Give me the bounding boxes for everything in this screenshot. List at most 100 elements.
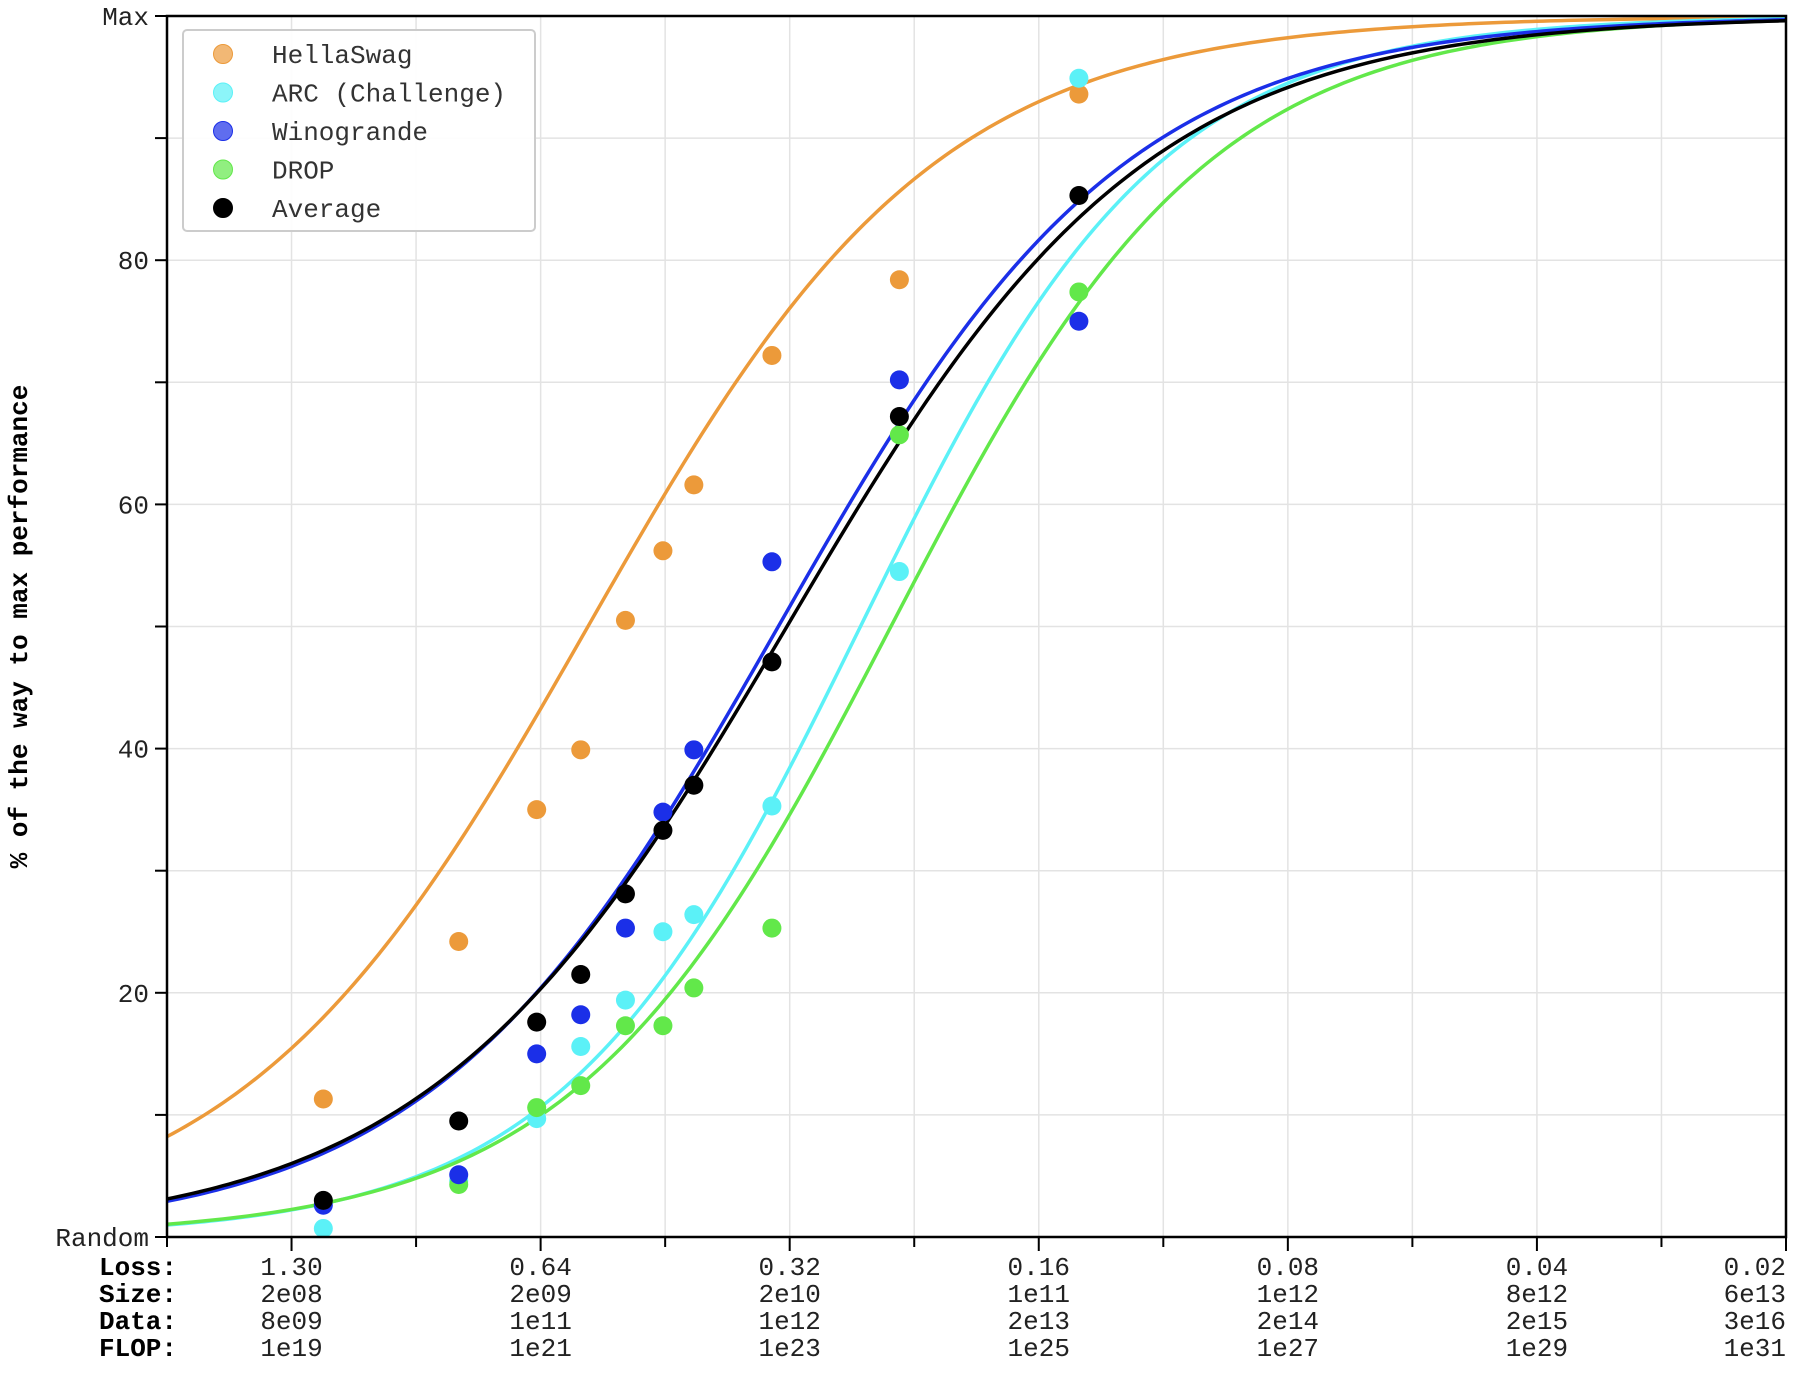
x-tick-label-loss: 1.30 bbox=[260, 1253, 322, 1283]
data-point-arc-challenge bbox=[762, 796, 782, 816]
data-point-winogrande bbox=[889, 370, 909, 390]
data-point-winogrande bbox=[571, 1005, 591, 1025]
x-tick-label-flop: 1e19 bbox=[260, 1334, 322, 1364]
data-point-hellaswag bbox=[313, 1089, 333, 1109]
data-point-drop bbox=[571, 1076, 591, 1096]
legend-marker bbox=[213, 121, 233, 141]
x-tick-label-flop: 1e21 bbox=[509, 1334, 571, 1364]
data-point-arc-challenge bbox=[889, 562, 909, 582]
y-tick-label: 20 bbox=[118, 980, 149, 1010]
fit-curve-arc-challenge bbox=[166, 16, 1787, 1227]
x-tick-label-data: 3e16 bbox=[1724, 1307, 1786, 1337]
data-point-hellaswag bbox=[762, 345, 782, 365]
data-point-hellaswag bbox=[653, 541, 673, 561]
x-tick-label-data: 8e09 bbox=[260, 1307, 322, 1337]
legend-label: ARC (Challenge) bbox=[272, 80, 506, 110]
y-tick-label: 80 bbox=[118, 247, 149, 277]
data-point-drop bbox=[615, 1016, 635, 1036]
x-tick-label-data: 2e13 bbox=[1008, 1307, 1070, 1337]
x-tick-label-flop: 1e29 bbox=[1506, 1334, 1568, 1364]
x-tick-label-loss: 0.64 bbox=[509, 1253, 571, 1283]
data-point-average bbox=[889, 406, 909, 426]
data-point-drop bbox=[1069, 282, 1089, 302]
x-tick-label-size: 6e13 bbox=[1724, 1280, 1786, 1310]
data-point-arc-challenge bbox=[313, 1218, 333, 1238]
x-tick-label-loss: 0.04 bbox=[1506, 1253, 1568, 1283]
data-point-hellaswag bbox=[571, 740, 591, 760]
data-point-drop bbox=[889, 425, 909, 445]
legend-label: DROP bbox=[272, 157, 334, 187]
data-point-average bbox=[653, 820, 673, 840]
axes: Random 20 40 60 80 Max Loss:Size:Data:FLOP: 1.3… bbox=[55, 3, 1787, 1364]
legend-marker bbox=[213, 82, 233, 103]
data-point-hellaswag bbox=[615, 610, 635, 630]
data-point-average bbox=[449, 1111, 469, 1131]
data-point-winogrande bbox=[527, 1044, 547, 1064]
x-tick-label-size: 2e09 bbox=[509, 1280, 571, 1310]
data-point-average bbox=[762, 652, 782, 672]
legend-marker bbox=[213, 198, 233, 218]
data-point-average bbox=[615, 884, 635, 904]
fit-curves bbox=[166, 15, 1787, 1227]
data-point-drop bbox=[762, 918, 782, 938]
data-point-average bbox=[313, 1190, 333, 1210]
data-point-drop bbox=[684, 978, 704, 998]
data-point-arc-challenge bbox=[571, 1037, 591, 1057]
data-point-arc-challenge bbox=[653, 922, 673, 942]
y-tick-label: 60 bbox=[118, 491, 149, 521]
x-tick-label-data: 1e12 bbox=[758, 1307, 820, 1337]
x-row-label: Data: bbox=[99, 1307, 177, 1337]
data-point-hellaswag bbox=[527, 800, 547, 820]
data-point-hellaswag bbox=[889, 270, 909, 290]
x-tick-label-data: 2e15 bbox=[1506, 1307, 1568, 1337]
data-point-drop bbox=[527, 1098, 547, 1118]
data-point-average bbox=[527, 1012, 547, 1032]
fit-curve-drop bbox=[166, 18, 1787, 1226]
x-tick-label-loss: 0.16 bbox=[1008, 1253, 1070, 1283]
legend: HellaSwag ARC (Challenge) Winogrande DROP Av… bbox=[182, 29, 536, 232]
data-point-winogrande bbox=[762, 552, 782, 572]
data-point-winogrande bbox=[684, 740, 704, 760]
data-point-arc-challenge bbox=[684, 905, 704, 925]
y-axis-label: % of the way to max performance bbox=[5, 385, 35, 869]
data-point-hellaswag bbox=[449, 932, 469, 952]
data-point-winogrande bbox=[1069, 311, 1089, 331]
x-tick-label-flop: 1e31 bbox=[1724, 1334, 1786, 1364]
x-row-label: Loss: bbox=[99, 1253, 177, 1283]
data-point-hellaswag bbox=[1069, 84, 1089, 104]
data-point-arc-challenge bbox=[1069, 68, 1089, 88]
data-points bbox=[313, 68, 1089, 1238]
x-row-label: FLOP: bbox=[99, 1334, 177, 1364]
data-point-average bbox=[1069, 185, 1089, 205]
x-tick-label-flop: 1e23 bbox=[758, 1334, 820, 1364]
x-tick-label-size: 1e12 bbox=[1257, 1280, 1319, 1310]
data-point-winogrande bbox=[615, 918, 635, 938]
data-point-winogrande bbox=[653, 802, 673, 822]
x-tick-label-flop: 1e25 bbox=[1008, 1334, 1070, 1364]
data-point-drop bbox=[653, 1016, 673, 1036]
legend-label: Winogrande bbox=[272, 118, 428, 148]
x-tick-label-loss: 0.32 bbox=[758, 1253, 820, 1283]
data-point-average bbox=[684, 775, 704, 795]
x-tick-label-size: 2e10 bbox=[758, 1280, 820, 1310]
legend-label: HellaSwag bbox=[272, 41, 412, 71]
x-tick-label-size: 1e11 bbox=[1008, 1280, 1070, 1310]
data-point-average bbox=[571, 964, 591, 984]
x-tick-label-data: 2e14 bbox=[1257, 1307, 1319, 1337]
legend-box bbox=[182, 29, 536, 232]
data-point-arc-challenge bbox=[615, 990, 635, 1010]
legend-marker bbox=[213, 44, 233, 64]
legend-label: Average bbox=[272, 195, 381, 225]
x-tick-label-loss: 0.08 bbox=[1257, 1253, 1319, 1283]
y-tick-label: Random bbox=[55, 1224, 149, 1254]
x-tick-label-flop: 1e27 bbox=[1257, 1334, 1319, 1364]
y-tick-label: Max bbox=[102, 3, 149, 33]
x-tick-label-size: 8e12 bbox=[1506, 1280, 1568, 1310]
y-tick-label: 40 bbox=[118, 736, 149, 766]
x-tick-label-loss: 0.02 bbox=[1724, 1253, 1786, 1283]
x-tick-label-data: 1e11 bbox=[509, 1307, 571, 1337]
fit-curve-hellaswag bbox=[166, 15, 1787, 1139]
legend-marker bbox=[213, 159, 233, 180]
x-tick-label-size: 2e08 bbox=[260, 1280, 322, 1310]
